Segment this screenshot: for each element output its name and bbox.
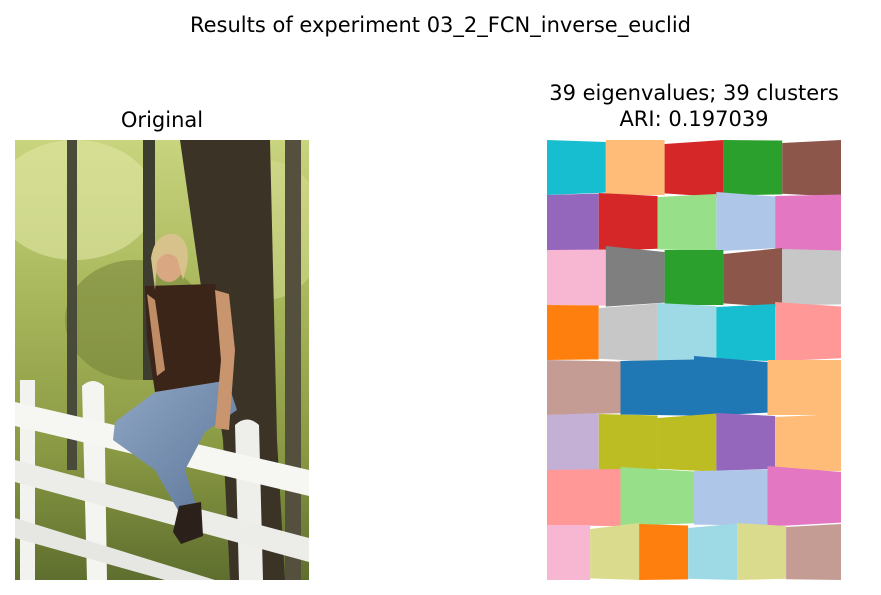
cluster-region — [694, 356, 768, 417]
cluster-region — [605, 140, 665, 195]
tree-trunk-right — [285, 140, 301, 580]
woman-vest — [145, 284, 230, 392]
cluster-region — [664, 250, 724, 305]
fence-post — [235, 419, 263, 580]
segmentation-title-line1: 39 eigenvalues; 39 clusters — [549, 81, 839, 105]
cluster-region — [657, 413, 717, 472]
cluster-region — [547, 413, 599, 473]
cluster-region — [547, 249, 606, 306]
cluster-region — [775, 194, 841, 251]
cluster-region — [620, 359, 694, 416]
cluster-region — [547, 140, 606, 195]
cluster-segmentation-image — [547, 140, 841, 580]
cluster-region — [782, 140, 841, 197]
cluster-region — [775, 414, 841, 472]
cluster-region — [620, 467, 694, 527]
original-panel-title: Original — [120, 108, 204, 132]
cluster-region — [547, 193, 599, 252]
woman-arm — [215, 290, 235, 430]
cluster-region — [547, 469, 621, 527]
woman-legs — [113, 380, 237, 512]
cluster-region — [716, 304, 776, 362]
cluster-region — [767, 466, 841, 527]
cluster-region — [664, 140, 724, 198]
thin-tree-trunk — [67, 140, 77, 470]
cluster-region — [547, 525, 591, 580]
figure-suptitle: Results of experiment 03_2_FCN_inverse_e… — [189, 13, 691, 37]
fence-rail — [15, 518, 215, 580]
woman-boot — [173, 502, 203, 544]
cluster-region — [688, 523, 738, 580]
cluster-region — [786, 524, 841, 580]
fence-rail — [15, 460, 309, 562]
cluster-region — [782, 249, 841, 306]
cluster-region — [590, 523, 640, 580]
cluster-region — [694, 469, 768, 526]
cluster-region — [716, 192, 776, 252]
cluster-region — [547, 360, 621, 415]
woman-arm — [147, 294, 165, 376]
woman-hair — [151, 233, 188, 290]
cluster-region — [598, 193, 658, 251]
cluster-region — [737, 523, 787, 580]
original-image — [15, 140, 309, 580]
cluster-region — [657, 194, 717, 252]
cluster-region — [775, 302, 841, 362]
cluster-region — [723, 140, 783, 196]
cluster-region — [767, 360, 841, 415]
cluster-region — [598, 414, 658, 471]
foliage-light — [15, 140, 155, 260]
cluster-region — [639, 524, 689, 580]
cluster-region — [547, 305, 599, 360]
segmentation-panel-title: 39 eigenvalues; 39 clusters ARI: 0.19703… — [487, 80, 881, 132]
cluster-region — [598, 303, 658, 362]
segmentation-title-line2: ARI: 0.197039 — [619, 107, 769, 131]
cluster-region — [723, 248, 783, 308]
cluster-region — [605, 246, 665, 307]
cluster-region — [716, 413, 776, 471]
cluster-region — [657, 303, 717, 361]
